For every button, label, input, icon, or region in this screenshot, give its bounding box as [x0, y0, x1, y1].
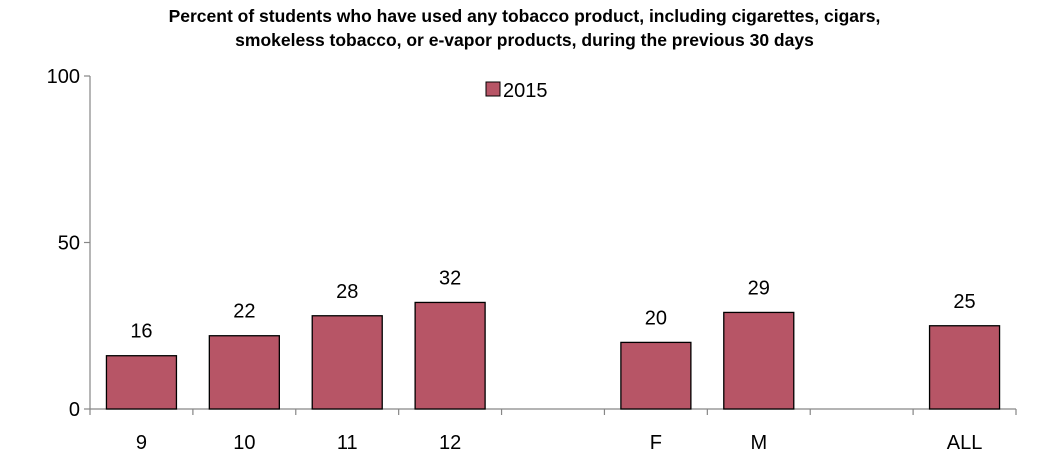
data-label: 32	[439, 267, 461, 289]
y-tick-label: 100	[47, 66, 80, 88]
legend-label-2015: 2015	[503, 80, 548, 102]
chart-title-line-1: Percent of students who have used any to…	[168, 6, 881, 26]
data-label: 22	[233, 301, 255, 323]
data-label: 25	[953, 291, 975, 313]
legend: 2015	[485, 80, 548, 102]
x-tick-label: 10	[233, 432, 255, 454]
x-tick-label: M	[750, 432, 767, 454]
x-tick-label: 12	[439, 432, 461, 454]
legend-swatch	[485, 81, 501, 97]
y-tick-label: 0	[69, 399, 80, 421]
chart-title-line-2: smokeless tobacco, or e-vapor products, …	[235, 30, 814, 50]
chart-title: Percent of students who have used any to…	[0, 4, 1049, 52]
data-labels: 16 22 28 32 20 29 25	[130, 267, 975, 342]
bar	[723, 311, 795, 410]
bar	[208, 335, 280, 410]
bar	[311, 315, 383, 410]
data-label: 29	[748, 277, 770, 299]
bars	[105, 301, 1001, 410]
data-label: 20	[645, 307, 667, 329]
bar	[414, 301, 486, 410]
bar	[928, 325, 1001, 410]
data-label: 28	[336, 281, 358, 303]
y-tick-label: 50	[58, 233, 80, 255]
x-tick-label: 11	[337, 432, 358, 454]
bar	[620, 341, 692, 410]
bar	[105, 355, 178, 410]
x-tick-label: ALL	[947, 432, 983, 454]
data-label: 16	[130, 321, 152, 343]
x-tick-label: F	[650, 432, 662, 454]
axes: 0 50 100 9 10 11 12 F M ALL	[47, 66, 1017, 454]
x-tick-label: 9	[136, 432, 147, 454]
